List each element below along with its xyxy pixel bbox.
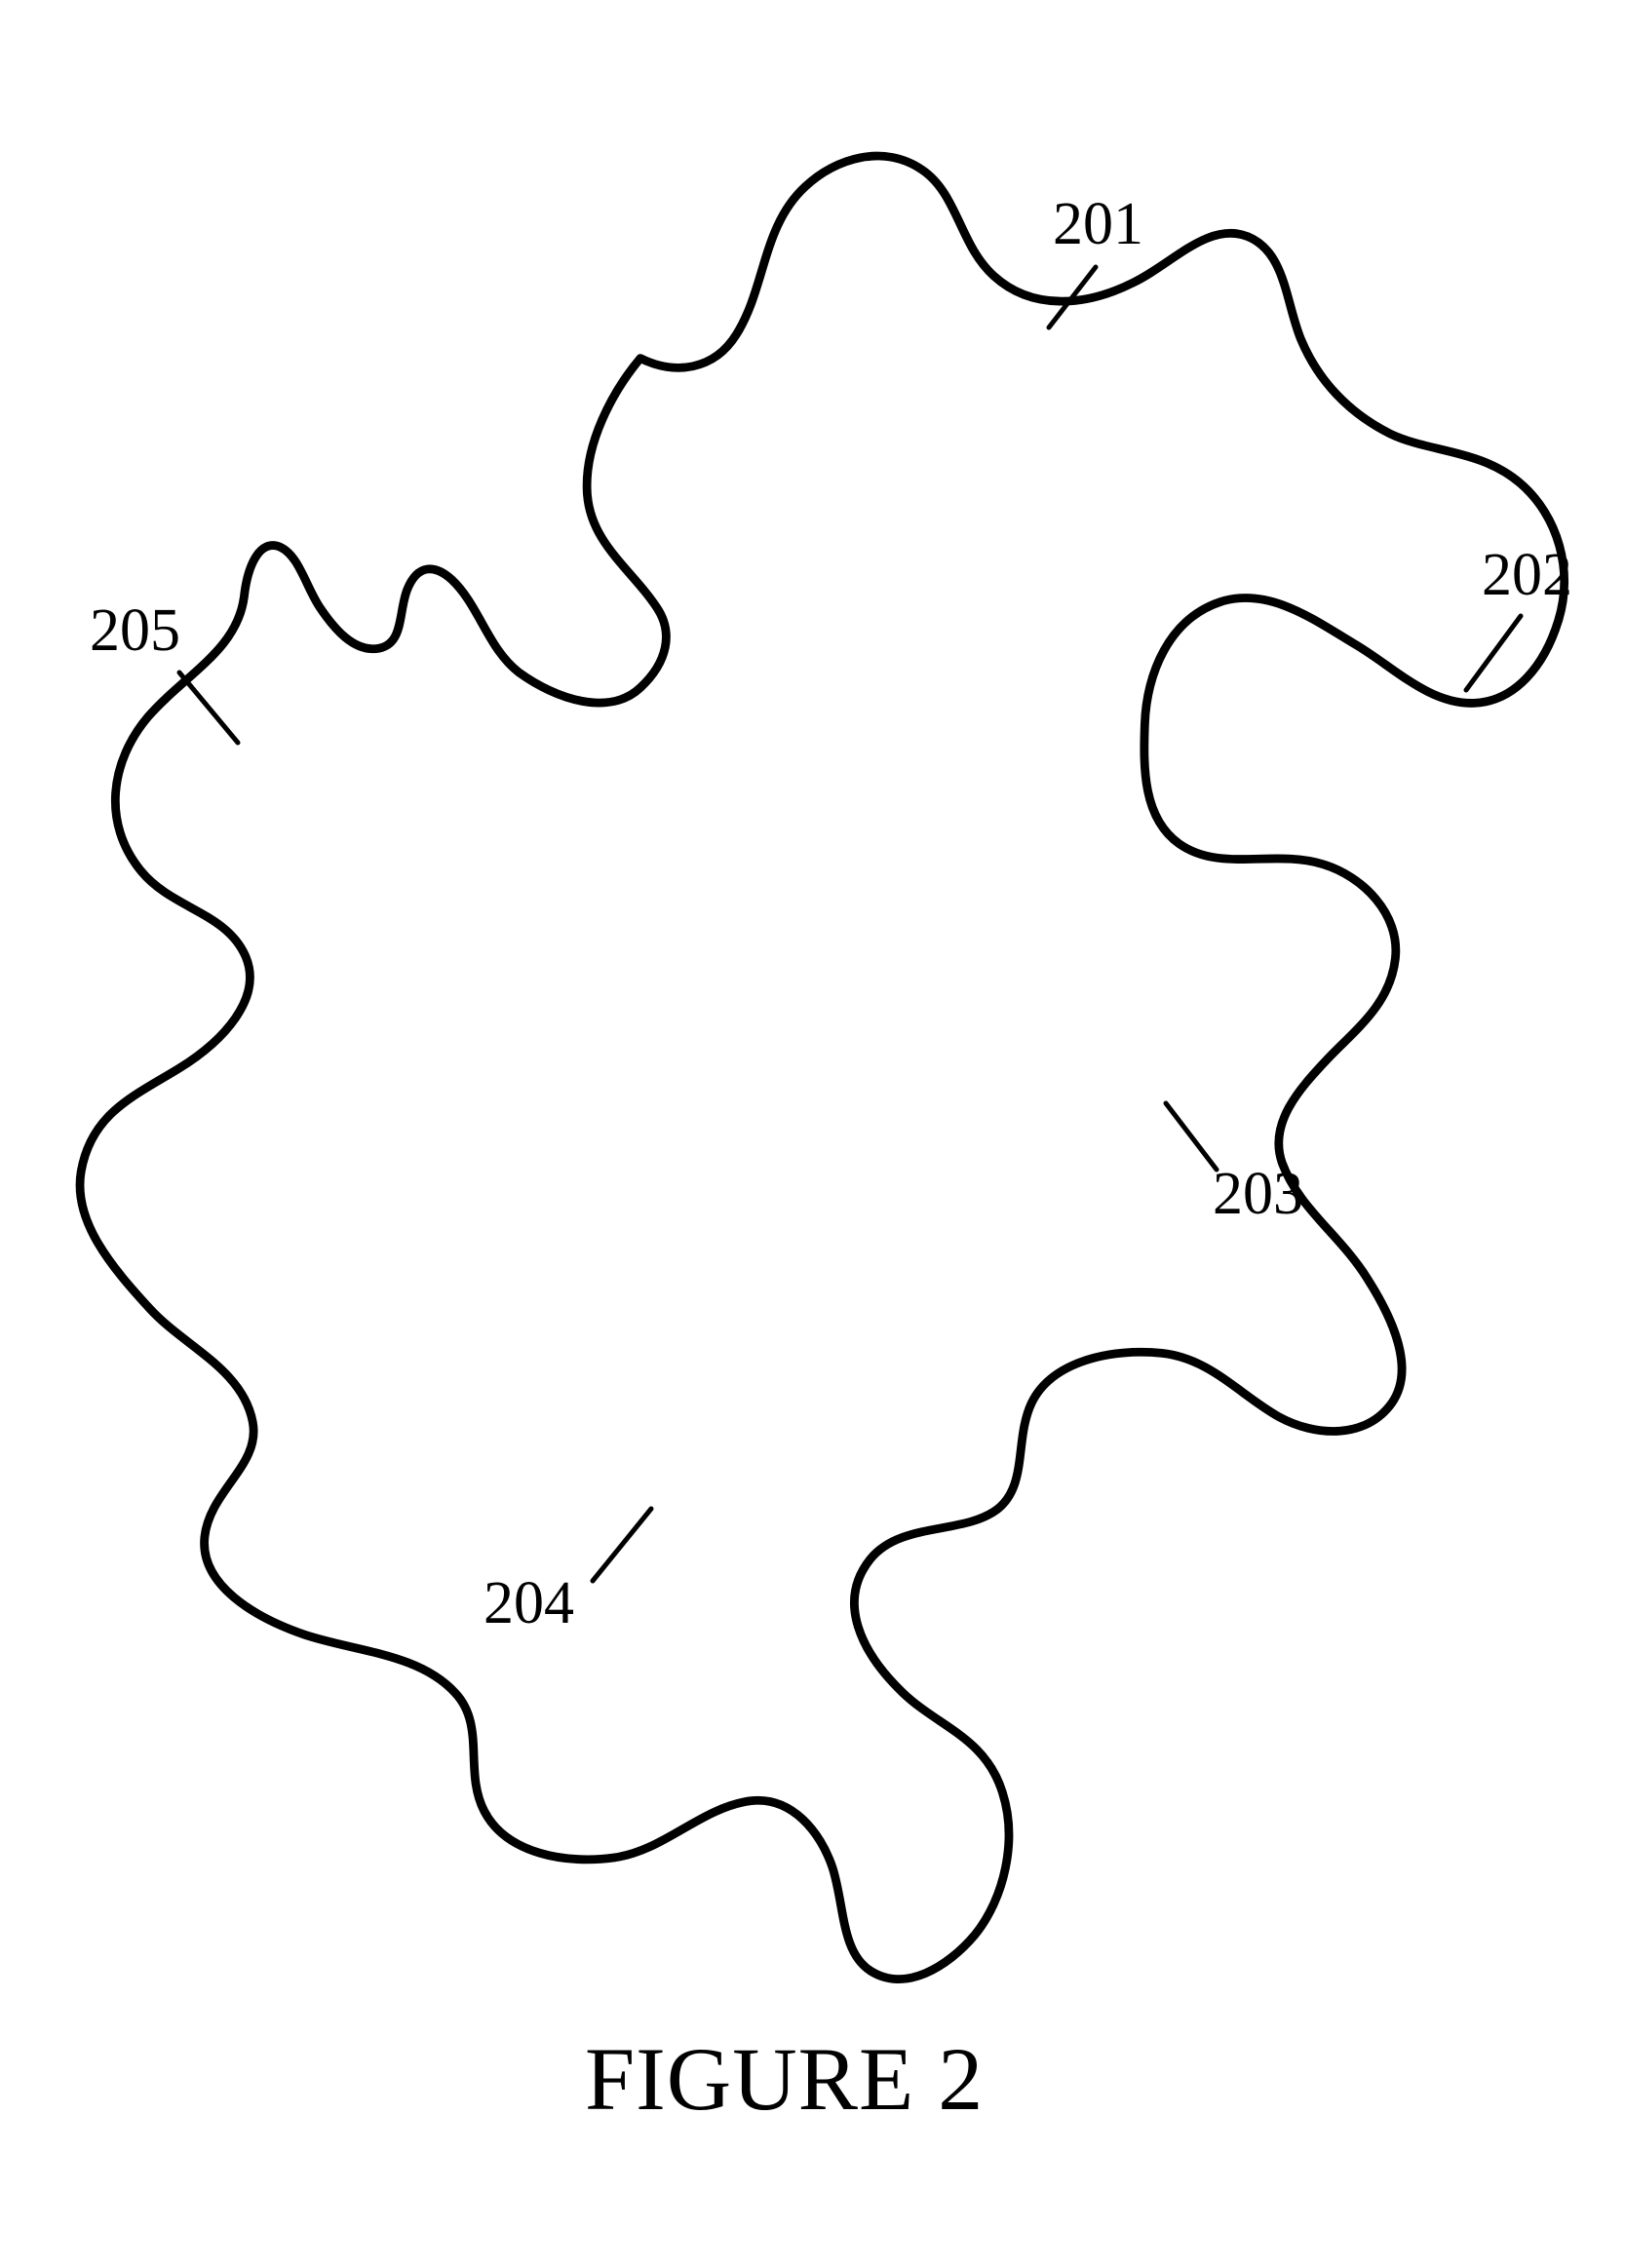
leader-203	[1166, 1103, 1217, 1170]
label-203: 203	[1213, 1160, 1303, 1229]
label-205: 205	[90, 596, 180, 666]
label-204: 204	[484, 1569, 574, 1638]
label-202: 202	[1482, 541, 1572, 610]
leader-204	[593, 1509, 651, 1581]
leader-205	[179, 673, 238, 743]
figure-outline	[80, 156, 1565, 1980]
figure-caption: FIGURE 2	[585, 2027, 984, 2131]
figure-page: 201 202 203 204 205 FIGURE 2	[0, 0, 1625, 2268]
leader-202	[1466, 616, 1521, 690]
figure-shape-svg	[0, 0, 1625, 2268]
label-201: 201	[1053, 190, 1143, 259]
